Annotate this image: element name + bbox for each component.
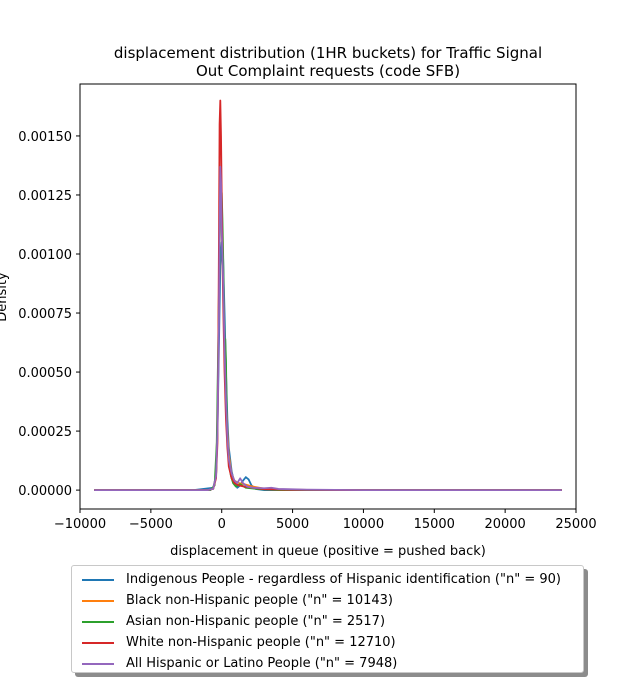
legend-label: Indigenous People - regardless of Hispan… [126,572,561,587]
legend-label: Black non-Hispanic people ("n" = 10143) [126,593,393,608]
series-line-3 [94,99,562,492]
x-tick-label: −10000 [54,517,106,532]
y-axis-label: Density [0,272,10,322]
series-line-0 [94,241,562,492]
x-tick-label: 15000 [414,517,455,532]
chart: displacement distribution (1HR buckets) … [0,44,597,559]
x-axis-ticks: −10000 −5000 0 5000 10000 15000 20000 25000 [54,509,597,532]
chart-title-line-1: displacement distribution (1HR buckets) … [114,44,542,62]
legend-swatch [82,620,114,623]
chart-title: displacement distribution (1HR buckets) … [114,44,542,80]
legend-swatch [82,662,114,665]
legend-swatch [82,599,114,602]
y-axis-ticks: 0.00000 0.00025 0.00050 0.00075 0.00100 0.001… [18,130,80,499]
y-tick-label: 0.00125 [18,189,72,204]
series-line-2 [94,191,562,492]
legend-item: Indigenous People - regardless of Hispan… [72,569,583,590]
legend: Indigenous People - regardless of Hispan… [71,565,584,673]
y-tick-label: 0.00100 [18,248,72,263]
legend-item: White non-Hispanic people ("n" = 12710) [72,632,583,653]
x-tick-label: 5000 [276,517,309,532]
legend-swatch [82,641,114,644]
legend-item: Black non-Hispanic people ("n" = 10143) [72,590,583,611]
y-tick-label: 0.00000 [18,484,72,499]
x-axis-label: displacement in queue (positive = pushed… [170,544,486,559]
x-tick-label: 0 [218,517,226,532]
legend-item: All Hispanic or Latino People ("n" = 794… [72,653,583,674]
series-line-4 [94,165,562,492]
plot-area-frame [79,83,577,510]
legend-label: All Hispanic or Latino People ("n" = 794… [126,656,398,671]
y-tick-label: 0.00050 [18,366,72,381]
y-tick-label: 0.00075 [18,307,72,322]
legend-item: Asian non-Hispanic people ("n" = 2517) [72,611,583,632]
y-tick-label: 0.00150 [18,130,72,145]
legend-label: Asian non-Hispanic people ("n" = 2517) [126,614,386,629]
legend-label: White non-Hispanic people ("n" = 12710) [126,635,396,650]
x-tick-label: 20000 [484,517,525,532]
chart-title-line-2: Out Complaint requests (code SFB) [196,62,460,80]
y-tick-label: 0.00025 [18,425,72,440]
legend-swatch [82,578,114,581]
x-tick-label: −5000 [129,517,173,532]
series-group [94,99,562,492]
x-tick-label: 10000 [343,517,384,532]
x-tick-label: 25000 [555,517,596,532]
series-line-1 [94,194,562,492]
